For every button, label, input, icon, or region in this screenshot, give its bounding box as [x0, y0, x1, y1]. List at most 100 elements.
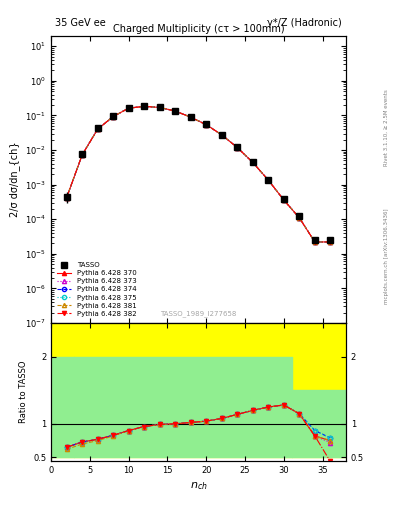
Pythia 6.428 374: [328, 239, 333, 245]
Pythia 6.428 375: [204, 122, 209, 128]
Pythia 6.428 382: [64, 195, 69, 201]
X-axis label: $n_{ch}$: $n_{ch}$: [189, 480, 208, 492]
Pythia 6.428 374: [297, 215, 302, 221]
Pythia 6.428 381: [297, 215, 302, 221]
Pythia 6.428 382: [328, 239, 333, 245]
Pythia 6.428 370: [219, 132, 224, 138]
Pythia 6.428 382: [142, 103, 147, 110]
Pythia 6.428 375: [188, 114, 193, 120]
Pythia 6.428 382: [266, 177, 271, 183]
Pythia 6.428 374: [64, 195, 69, 201]
Y-axis label: 2/σ dσ/dn_{ch}: 2/σ dσ/dn_{ch}: [9, 142, 20, 217]
Pythia 6.428 375: [157, 104, 162, 111]
Pythia 6.428 375: [142, 103, 147, 110]
Pythia 6.428 374: [126, 105, 131, 111]
Pythia 6.428 373: [328, 239, 333, 245]
Pythia 6.428 370: [126, 105, 131, 111]
Text: γ*/Z (Hadronic): γ*/Z (Hadronic): [267, 18, 342, 28]
Pythia 6.428 374: [95, 126, 100, 132]
Pythia 6.428 381: [250, 159, 255, 165]
Line: Pythia 6.428 370: Pythia 6.428 370: [64, 104, 332, 244]
Pythia 6.428 374: [111, 114, 116, 120]
Pythia 6.428 382: [204, 122, 209, 128]
Pythia 6.428 381: [281, 197, 286, 203]
Pythia 6.428 373: [219, 132, 224, 138]
Pythia 6.428 370: [95, 126, 100, 132]
Pythia 6.428 373: [64, 195, 69, 201]
Pythia 6.428 381: [219, 132, 224, 138]
Pythia 6.428 382: [157, 104, 162, 111]
Pythia 6.428 374: [80, 152, 84, 158]
Pythia 6.428 373: [235, 144, 240, 151]
Pythia 6.428 373: [111, 114, 116, 120]
Pythia 6.428 375: [235, 144, 240, 151]
Pythia 6.428 381: [64, 195, 69, 201]
Line: Pythia 6.428 375: Pythia 6.428 375: [64, 104, 332, 244]
Pythia 6.428 373: [266, 177, 271, 183]
Pythia 6.428 375: [126, 105, 131, 111]
Pythia 6.428 382: [312, 239, 317, 245]
Pythia 6.428 374: [142, 103, 147, 110]
Legend: TASSO, Pythia 6.428 370, Pythia 6.428 373, Pythia 6.428 374, Pythia 6.428 375, P: TASSO, Pythia 6.428 370, Pythia 6.428 37…: [55, 260, 139, 319]
Pythia 6.428 373: [297, 215, 302, 221]
Pythia 6.428 374: [188, 114, 193, 120]
Pythia 6.428 381: [312, 239, 317, 245]
Pythia 6.428 370: [173, 108, 178, 114]
Pythia 6.428 374: [173, 108, 178, 114]
Pythia 6.428 370: [266, 177, 271, 183]
Pythia 6.428 375: [173, 108, 178, 114]
Pythia 6.428 381: [126, 105, 131, 111]
Pythia 6.428 382: [219, 132, 224, 138]
Pythia 6.428 381: [204, 122, 209, 128]
Pythia 6.428 381: [173, 108, 178, 114]
Pythia 6.428 381: [235, 144, 240, 151]
Pythia 6.428 374: [250, 159, 255, 165]
Pythia 6.428 382: [250, 159, 255, 165]
Pythia 6.428 375: [250, 159, 255, 165]
Line: Pythia 6.428 382: Pythia 6.428 382: [64, 104, 332, 244]
Pythia 6.428 381: [266, 177, 271, 183]
Pythia 6.428 381: [95, 126, 100, 132]
Pythia 6.428 373: [281, 197, 286, 203]
Pythia 6.428 374: [204, 122, 209, 128]
Pythia 6.428 370: [64, 195, 69, 201]
Pythia 6.428 374: [157, 104, 162, 111]
Pythia 6.428 381: [328, 239, 333, 245]
Pythia 6.428 373: [204, 122, 209, 128]
Pythia 6.428 375: [111, 114, 116, 120]
Pythia 6.428 370: [297, 215, 302, 221]
Pythia 6.428 375: [80, 152, 84, 158]
Pythia 6.428 370: [312, 239, 317, 245]
Pythia 6.428 381: [111, 114, 116, 120]
Pythia 6.428 375: [219, 132, 224, 138]
Pythia 6.428 373: [157, 104, 162, 111]
Pythia 6.428 373: [80, 152, 84, 158]
Pythia 6.428 381: [142, 103, 147, 110]
Pythia 6.428 370: [80, 152, 84, 158]
Pythia 6.428 370: [235, 144, 240, 151]
Line: Pythia 6.428 381: Pythia 6.428 381: [64, 104, 332, 244]
Pythia 6.428 381: [80, 152, 84, 158]
Pythia 6.428 381: [157, 104, 162, 111]
Pythia 6.428 382: [235, 144, 240, 151]
Pythia 6.428 374: [312, 239, 317, 245]
Pythia 6.428 382: [111, 114, 116, 120]
Line: Pythia 6.428 374: Pythia 6.428 374: [64, 104, 332, 244]
Line: Pythia 6.428 373: Pythia 6.428 373: [64, 104, 332, 244]
Pythia 6.428 375: [281, 197, 286, 203]
Pythia 6.428 373: [95, 126, 100, 132]
Pythia 6.428 370: [111, 114, 116, 120]
Pythia 6.428 370: [328, 239, 333, 245]
Text: mcplots.cern.ch [arXiv:1306.3436]: mcplots.cern.ch [arXiv:1306.3436]: [384, 208, 389, 304]
Pythia 6.428 375: [64, 195, 69, 201]
Y-axis label: Ratio to TASSO: Ratio to TASSO: [18, 360, 28, 423]
Pythia 6.428 375: [266, 177, 271, 183]
Title: Charged Multiplicity (cτ > 100mm): Charged Multiplicity (cτ > 100mm): [113, 24, 284, 34]
Text: Rivet 3.1.10, ≥ 2.5M events: Rivet 3.1.10, ≥ 2.5M events: [384, 90, 389, 166]
Pythia 6.428 382: [173, 108, 178, 114]
Pythia 6.428 373: [188, 114, 193, 120]
Pythia 6.428 381: [188, 114, 193, 120]
Pythia 6.428 370: [157, 104, 162, 111]
Pythia 6.428 375: [328, 239, 333, 245]
Pythia 6.428 373: [312, 239, 317, 245]
